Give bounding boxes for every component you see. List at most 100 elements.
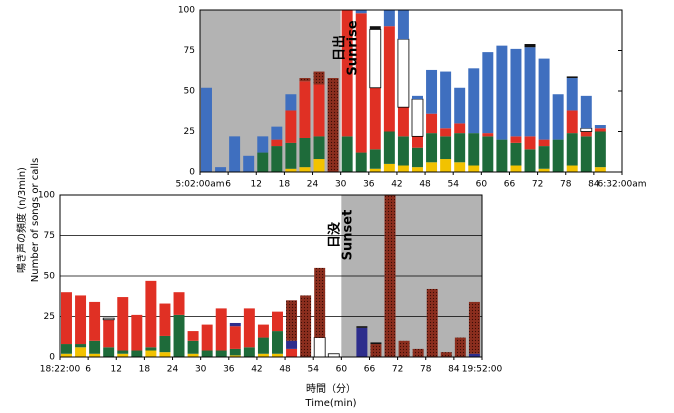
bar-segment xyxy=(496,139,508,172)
bar-segment xyxy=(454,87,466,124)
bar-segment xyxy=(594,167,606,172)
bar-segment xyxy=(102,317,115,321)
bar-segment xyxy=(482,52,494,134)
bar-segment xyxy=(398,340,410,357)
bar-segment xyxy=(411,98,424,137)
bar-segment xyxy=(426,288,438,357)
bar-segment xyxy=(412,147,423,168)
bar-segment xyxy=(397,107,409,137)
bar-segment xyxy=(566,78,578,111)
bar-segment xyxy=(383,163,395,172)
bar-segment xyxy=(370,342,382,345)
bar-segment xyxy=(173,314,185,357)
bar-segment xyxy=(215,350,227,357)
bar-segment xyxy=(75,347,87,357)
x-tick-label: 19:52:00 xyxy=(462,365,503,375)
x-tick-label: 30 xyxy=(195,365,207,375)
bar-segment xyxy=(580,95,592,129)
bar-segment xyxy=(383,26,395,132)
x-tick-label: 36 xyxy=(363,180,375,190)
bar-segment xyxy=(524,136,536,150)
x-tick-label: 72 xyxy=(532,180,543,190)
bar-segment xyxy=(369,149,381,169)
x-tick-label: 72 xyxy=(392,365,403,375)
bar-segment xyxy=(454,337,466,357)
bar-segment xyxy=(285,142,297,169)
bar-segment xyxy=(145,280,157,348)
bar-segment xyxy=(286,348,298,357)
x-tick-label: 42 xyxy=(391,180,402,190)
bar-segment xyxy=(313,84,325,137)
bar-segment xyxy=(327,78,339,172)
bar-segment xyxy=(272,331,283,354)
bar-segment xyxy=(229,326,241,349)
bar-segment xyxy=(594,128,606,132)
bar-segment xyxy=(313,159,325,172)
bar-segment xyxy=(440,136,452,160)
x-label-en: Time(min) xyxy=(304,398,356,409)
y-tick-label: 25 xyxy=(44,312,55,322)
bar-segment xyxy=(286,340,298,349)
bar-segment xyxy=(440,128,452,137)
bar-segment xyxy=(89,301,101,341)
bar-segment xyxy=(215,308,227,351)
bar-segment xyxy=(468,165,480,172)
x-tick-label: 60 xyxy=(336,365,348,375)
x-tick-label: 6:32:00am xyxy=(598,180,647,190)
x-tick-label: 66 xyxy=(504,180,516,190)
bar-segment xyxy=(187,331,199,341)
x-tick-label: 6 xyxy=(225,180,231,190)
bar-segment xyxy=(314,267,326,338)
y-label-jp: 鳴き声の頻度 (n/3min) xyxy=(15,167,28,273)
annotation: Sunrise xyxy=(346,20,361,75)
bar-segment xyxy=(341,136,353,172)
bar-segment xyxy=(412,348,424,357)
bar-segment xyxy=(538,139,550,147)
x-tick-label: 48 xyxy=(279,365,291,375)
bar-segment xyxy=(257,353,269,357)
bar-segment xyxy=(397,136,409,166)
bar-segment xyxy=(524,149,536,172)
bar-segment xyxy=(538,146,550,169)
bar-segment xyxy=(468,68,480,134)
bar-segment xyxy=(257,152,269,172)
x-tick-label: 12 xyxy=(251,180,262,190)
bar-segment xyxy=(271,126,283,140)
bar-segment xyxy=(271,139,283,147)
y-tick-label: 50 xyxy=(184,87,196,97)
bar-segment xyxy=(159,335,171,353)
bar-segment xyxy=(426,162,438,172)
x-tick-label: 24 xyxy=(167,365,179,375)
bar-segment xyxy=(187,353,199,357)
bar-segment xyxy=(454,123,466,134)
x-label-jp: 時間（分） xyxy=(306,383,356,395)
x-tick-label: 30 xyxy=(335,180,347,190)
bar-segment xyxy=(552,94,564,140)
bar-segment xyxy=(369,87,381,150)
y-tick-label: 50 xyxy=(44,272,56,282)
bar-segment xyxy=(131,350,143,357)
bar-segment xyxy=(103,347,115,357)
bar-segment xyxy=(566,110,578,134)
bar-segment xyxy=(229,348,241,356)
x-tick-label: 78 xyxy=(560,180,572,190)
bar-segment xyxy=(75,295,87,345)
bar-segment xyxy=(454,133,466,163)
bar-segment xyxy=(159,352,171,357)
bar-segment xyxy=(285,94,297,111)
y-tick-label: 100 xyxy=(38,191,55,201)
bar-segment xyxy=(201,324,213,351)
bar-segment xyxy=(356,327,368,357)
bar-segment xyxy=(594,131,606,168)
annotation: Sunset xyxy=(341,210,356,261)
x-tick-label: 18 xyxy=(279,180,291,190)
bar-segment xyxy=(356,326,368,328)
bar-segment xyxy=(299,137,311,168)
bar-segment xyxy=(145,350,157,357)
x-tick-label: 60 xyxy=(476,180,488,190)
bar-segment xyxy=(103,319,115,348)
bar-segment xyxy=(215,167,227,172)
x-tick-label: 48 xyxy=(419,180,431,190)
bar-segment xyxy=(426,113,438,134)
